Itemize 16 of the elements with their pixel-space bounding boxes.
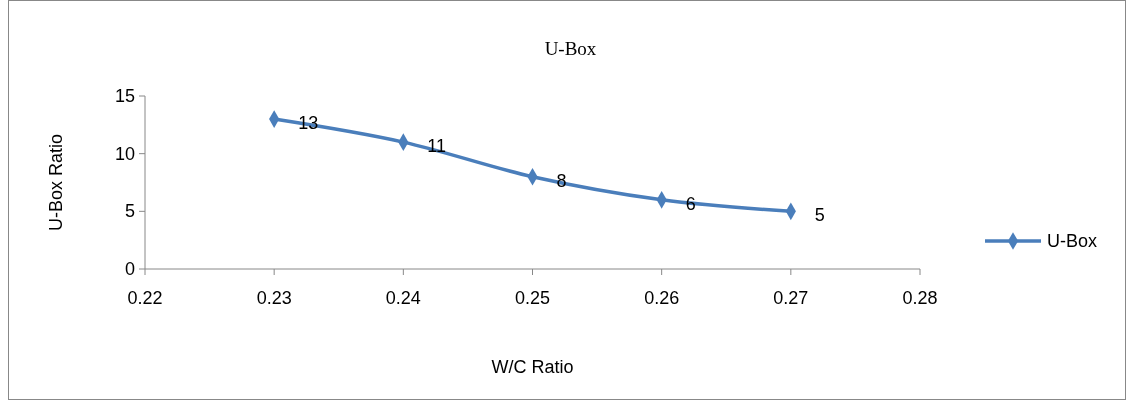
x-axis-title: W/C Ratio [491,357,574,377]
x-tick-label: 0.25 [514,288,551,308]
y-tick-label: 15 [114,86,135,106]
y-tick-label: 0 [124,259,135,279]
x-tick-label: 0.24 [385,288,421,308]
chart-title: U-Box [544,38,597,59]
data-label: 5 [814,205,825,226]
x-tick-label: 0.28 [902,288,938,308]
x-tick-label: 0.22 [127,288,163,308]
y-tick-label: 10 [114,143,135,164]
legend-label: U-Box [1047,231,1098,251]
y-tick-label: 5 [124,201,135,222]
x-tick-label: 0.27 [773,288,809,308]
y-axis-title: U-Box Ratio [46,133,66,232]
x-tick-label: 0.26 [644,288,680,308]
x-tick-label: 0.23 [256,288,292,308]
